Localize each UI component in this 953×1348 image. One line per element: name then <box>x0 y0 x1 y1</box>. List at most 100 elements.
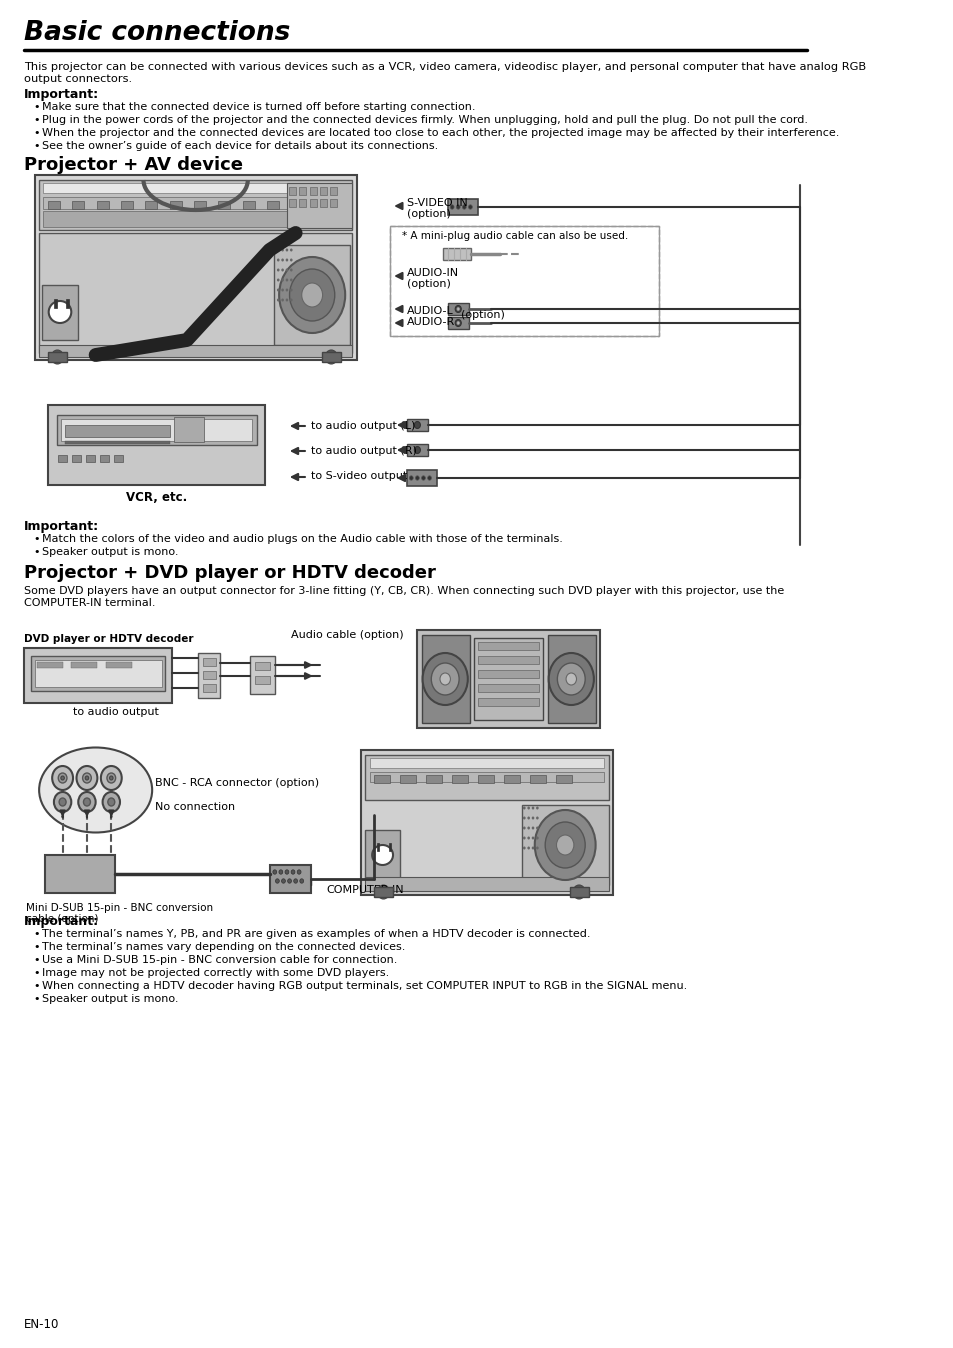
Bar <box>365 755 608 799</box>
Bar <box>42 284 78 340</box>
Circle shape <box>531 817 534 820</box>
Bar <box>193 201 206 209</box>
Text: •: • <box>33 993 39 1004</box>
Text: Projector + AV device: Projector + AV device <box>25 156 243 174</box>
Circle shape <box>291 869 294 875</box>
Text: VCR, etc.: VCR, etc. <box>126 491 187 504</box>
Circle shape <box>281 288 284 291</box>
Bar <box>31 656 165 692</box>
Text: Important:: Important: <box>25 88 99 101</box>
Circle shape <box>51 350 64 364</box>
Circle shape <box>83 798 91 806</box>
Bar <box>274 245 350 345</box>
Bar <box>365 878 608 891</box>
Bar <box>145 201 157 209</box>
Text: •: • <box>33 929 39 940</box>
Bar <box>321 352 340 363</box>
Circle shape <box>276 279 279 282</box>
Text: •: • <box>33 102 39 112</box>
Bar <box>198 652 220 698</box>
Text: This projector can be connected with various devices such as a VCR, video camera: This projector can be connected with var… <box>25 62 865 84</box>
Text: The terminal’s names vary depending on the connected devices.: The terminal’s names vary depending on t… <box>42 942 405 952</box>
Text: to audio output (R): to audio output (R) <box>311 446 416 456</box>
Circle shape <box>288 879 292 883</box>
Bar <box>426 775 441 783</box>
Ellipse shape <box>49 301 71 324</box>
Circle shape <box>527 847 530 849</box>
Text: •: • <box>33 128 39 137</box>
Circle shape <box>527 806 530 810</box>
Bar <box>477 670 538 678</box>
Text: Speaker output is mono.: Speaker output is mono. <box>42 547 178 557</box>
Circle shape <box>522 817 525 820</box>
Circle shape <box>421 476 425 480</box>
Text: (option): (option) <box>407 209 451 218</box>
Bar <box>474 638 543 720</box>
Circle shape <box>281 279 284 282</box>
Bar <box>254 675 270 683</box>
Text: AUDIO-L: AUDIO-L <box>407 306 454 315</box>
Bar <box>521 805 608 886</box>
Bar <box>71 662 97 669</box>
Text: AUDIO-R: AUDIO-R <box>407 317 455 328</box>
Text: No connection: No connection <box>154 802 234 811</box>
Bar <box>96 201 109 209</box>
Bar <box>477 642 538 650</box>
Circle shape <box>427 476 431 480</box>
Bar <box>291 201 303 209</box>
Circle shape <box>414 446 420 453</box>
Circle shape <box>285 259 288 262</box>
Bar <box>202 658 215 666</box>
Text: When the projector and the connected devices are located too close to each other: When the projector and the connected dev… <box>42 128 839 137</box>
Circle shape <box>536 817 538 820</box>
Bar <box>447 200 477 214</box>
Bar <box>315 201 328 209</box>
Circle shape <box>61 776 64 780</box>
Circle shape <box>573 886 584 899</box>
Circle shape <box>522 837 525 840</box>
Circle shape <box>531 847 534 849</box>
Text: Image may not be projected correctly with some DVD players.: Image may not be projected correctly wit… <box>42 968 389 979</box>
Bar <box>319 187 327 195</box>
Circle shape <box>290 298 293 302</box>
Bar <box>309 200 316 208</box>
Bar <box>48 404 265 485</box>
Bar <box>202 683 215 692</box>
Circle shape <box>536 837 538 840</box>
Bar <box>299 200 306 208</box>
Text: •: • <box>33 547 39 557</box>
Bar <box>34 661 162 687</box>
Bar <box>504 775 519 783</box>
Circle shape <box>279 257 345 333</box>
Text: cable (option): cable (option) <box>26 914 98 923</box>
Circle shape <box>297 869 301 875</box>
Bar <box>369 758 603 768</box>
Ellipse shape <box>39 748 152 833</box>
Bar <box>45 855 114 892</box>
Circle shape <box>275 879 279 883</box>
Bar <box>407 443 427 456</box>
Circle shape <box>548 652 594 705</box>
Circle shape <box>455 306 461 313</box>
Circle shape <box>110 776 112 780</box>
Circle shape <box>527 826 530 829</box>
Circle shape <box>456 205 459 209</box>
Circle shape <box>527 837 530 840</box>
Circle shape <box>556 834 574 855</box>
Ellipse shape <box>372 845 393 865</box>
Circle shape <box>468 205 472 209</box>
Text: •: • <box>33 954 39 965</box>
Circle shape <box>431 663 458 696</box>
Circle shape <box>103 793 120 811</box>
Text: Speaker output is mono.: Speaker output is mono. <box>42 993 178 1004</box>
Circle shape <box>290 268 293 271</box>
Bar <box>289 187 295 195</box>
Circle shape <box>290 259 293 262</box>
Circle shape <box>52 766 73 790</box>
Circle shape <box>76 766 97 790</box>
Bar <box>39 181 352 231</box>
Bar <box>407 419 427 431</box>
Text: * A mini-plug audio cable can also be used.: * A mini-plug audio cable can also be us… <box>401 231 627 241</box>
Bar <box>447 317 468 329</box>
Circle shape <box>415 476 419 480</box>
